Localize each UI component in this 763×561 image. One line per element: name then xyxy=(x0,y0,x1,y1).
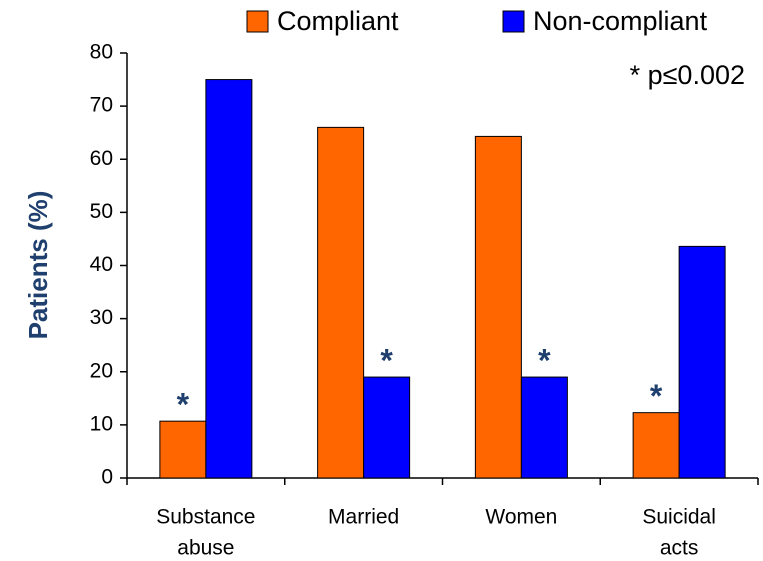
annotation: * p≤0.002 xyxy=(630,60,745,90)
y-tick-label: 50 xyxy=(90,200,113,223)
bar xyxy=(363,376,411,479)
bar xyxy=(520,376,568,479)
bar xyxy=(632,412,680,479)
significance-marker: * xyxy=(538,343,551,379)
x-tick-label: Women xyxy=(485,506,557,529)
y-tick-label: 80 xyxy=(90,41,113,64)
y-tick-label: 60 xyxy=(90,147,113,170)
y-tick-label: 20 xyxy=(90,359,113,382)
y-tick-label: 40 xyxy=(90,253,113,276)
y-tick-label: 0 xyxy=(101,466,113,489)
legend-swatch xyxy=(502,10,525,33)
significance-marker: * xyxy=(650,378,663,414)
x-tick-label: acts xyxy=(660,537,699,560)
bar xyxy=(205,79,253,479)
legend-swatch xyxy=(246,10,269,33)
x-tick-label: Substance xyxy=(156,506,255,529)
bar xyxy=(317,126,365,479)
bar xyxy=(159,420,207,479)
x-tick-label: Married xyxy=(328,506,399,529)
significance-marker: * xyxy=(177,387,190,423)
bar xyxy=(474,135,522,479)
y-tick-label: 70 xyxy=(90,94,113,117)
y-axis-label: Patients (%) xyxy=(23,191,53,340)
bar xyxy=(678,245,726,479)
x-tick-label: Suicidal xyxy=(642,506,716,529)
y-tick-label: 30 xyxy=(90,306,113,329)
significance-marker: * xyxy=(380,343,393,379)
legend-label: Non-compliant xyxy=(533,6,708,36)
x-tick-label: abuse xyxy=(177,537,234,560)
y-tick-label: 10 xyxy=(90,412,113,435)
legend-label: Compliant xyxy=(277,6,399,36)
